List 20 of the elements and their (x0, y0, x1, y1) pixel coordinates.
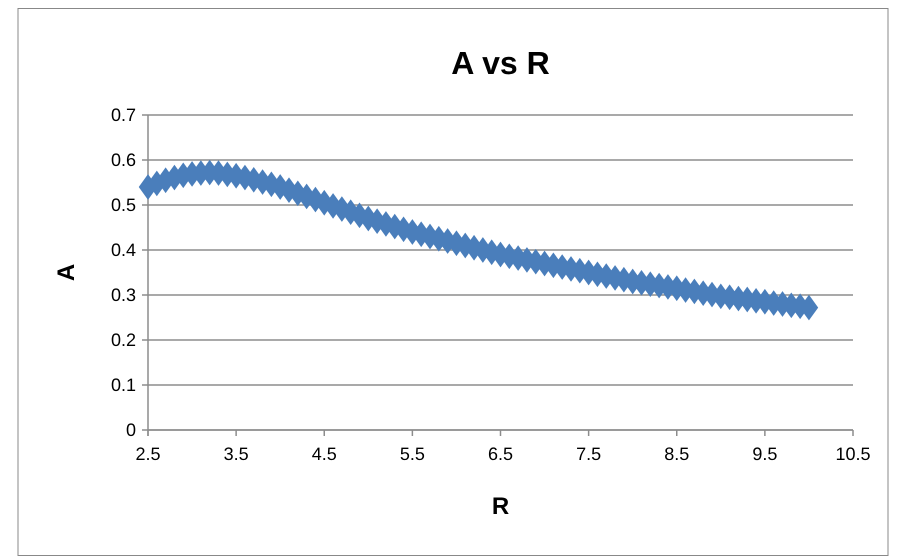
y-tick-label: 0.6 (110, 150, 136, 170)
chart-title: A vs R (451, 45, 550, 81)
y-tick-label: 0 (126, 420, 136, 440)
x-tick-label: 6.5 (488, 444, 514, 464)
x-tick-label: 8.5 (664, 444, 690, 464)
x-tick-label: 4.5 (312, 444, 337, 464)
x-tick-label: 9.5 (752, 444, 778, 464)
y-axis-title: A (53, 264, 80, 282)
x-tick-label: 3.5 (224, 444, 249, 464)
y-tick-label: 0.2 (110, 330, 136, 350)
x-tick-label: 5.5 (400, 444, 425, 464)
x-tick-label: 10.5 (835, 444, 871, 464)
x-tick-label: 2.5 (135, 444, 161, 464)
y-tick-label: 0.4 (110, 240, 136, 260)
x-tick-label: 7.5 (576, 444, 602, 464)
y-tick-label: 0.1 (110, 375, 136, 395)
y-tick-label: 0.5 (110, 195, 136, 215)
x-axis-title: R (492, 493, 510, 520)
y-tick-label: 0.3 (110, 285, 136, 305)
y-tick-label: 0.7 (110, 105, 136, 125)
